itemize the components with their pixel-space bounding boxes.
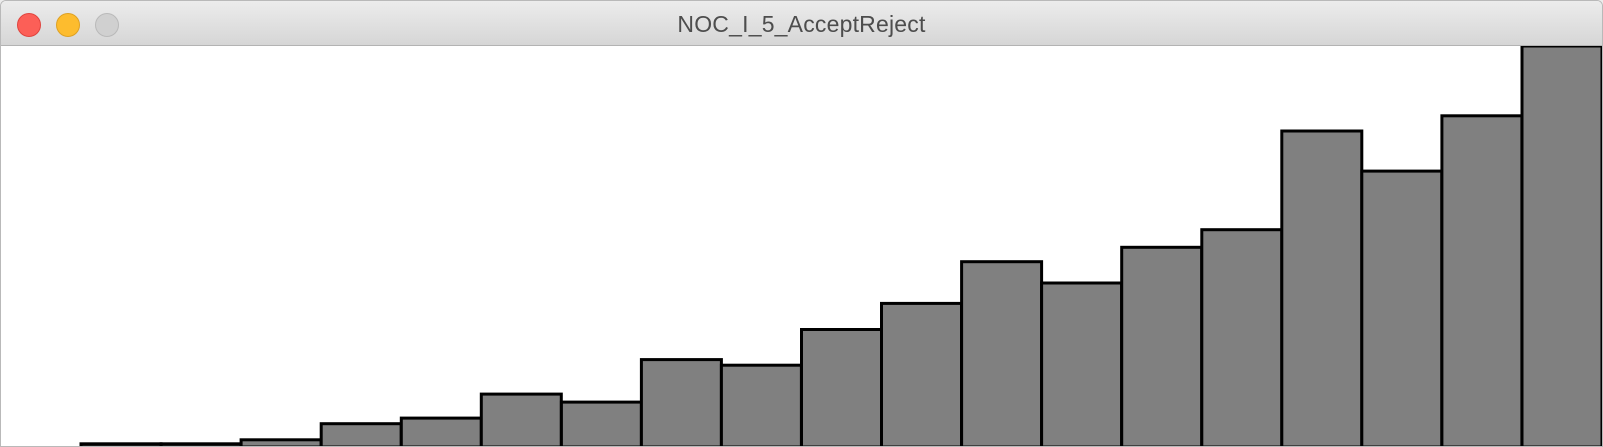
histogram-bar	[319, 422, 403, 446]
title-bar[interactable]: NOC_I_5_AcceptReject	[1, 1, 1602, 46]
histogram-bar	[239, 438, 323, 446]
histogram-bar	[719, 363, 803, 446]
histogram-bar	[399, 416, 483, 446]
histogram-bar	[1280, 129, 1364, 446]
histogram-bar	[479, 392, 563, 446]
bar-chart	[79, 46, 1602, 446]
histogram-bar	[1360, 169, 1444, 446]
close-icon[interactable]	[17, 13, 41, 37]
sketch-canvas	[1, 46, 1602, 446]
histogram-bar	[1440, 114, 1524, 446]
histogram-bar	[1520, 46, 1602, 446]
histogram-bar	[800, 328, 883, 446]
histogram-bar	[1120, 245, 1204, 446]
histogram-bar	[880, 301, 963, 446]
histogram-bar	[1200, 228, 1284, 446]
histogram-bar	[639, 358, 723, 446]
histogram-bar	[559, 400, 643, 446]
minimize-icon[interactable]	[56, 13, 80, 37]
histogram-bar	[960, 260, 1044, 446]
zoom-icon[interactable]	[95, 13, 119, 37]
histogram-bar	[1040, 281, 1124, 446]
window-title: NOC_I_5_AcceptReject	[677, 11, 926, 37]
